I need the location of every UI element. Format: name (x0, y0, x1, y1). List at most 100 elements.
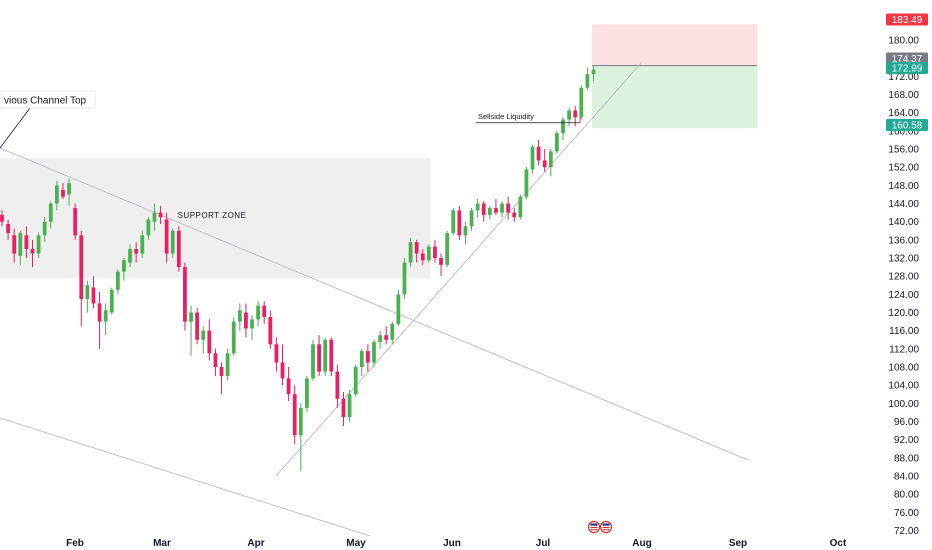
candle (548, 149, 553, 177)
candle (323, 337, 328, 377)
candle (408, 237, 413, 268)
candle (359, 348, 364, 377)
y-tick-label: 164.00 (888, 108, 919, 119)
y-tick-label: 156.00 (888, 145, 919, 156)
candle (54, 180, 59, 211)
x-tick-label: Oct (830, 538, 847, 549)
y-tick-label: 144.00 (888, 199, 919, 210)
candle (530, 144, 535, 175)
candle (317, 335, 321, 377)
y-tick-label: 112.00 (889, 344, 919, 355)
candle (311, 339, 315, 381)
candle (91, 276, 96, 308)
candle (207, 319, 212, 361)
candle (213, 348, 218, 377)
candle (85, 280, 90, 313)
x-tick-label: Sep (729, 538, 747, 549)
x-tick-label: Jun (443, 538, 461, 549)
us-flag-icon[interactable] (587, 520, 613, 534)
x-tick-label: Jul (536, 538, 551, 549)
candle (183, 262, 187, 331)
candle (579, 85, 584, 120)
candle (591, 65, 596, 81)
candle (420, 248, 425, 265)
support-zone-label: SUPPORT ZONE (178, 211, 247, 220)
candle (463, 221, 468, 245)
candle (341, 391, 346, 427)
candle (42, 217, 47, 243)
x-tick-label: May (346, 538, 366, 549)
candle (573, 105, 578, 127)
candle (256, 301, 261, 327)
candle (103, 303, 108, 336)
candle (140, 230, 145, 259)
channel-top-line (0, 147, 749, 461)
y-tick-label: 140.00 (888, 217, 919, 228)
candle (231, 317, 236, 356)
candle (390, 321, 395, 345)
candle (457, 205, 462, 240)
x-tick-label: Mar (153, 538, 171, 549)
y-tick-label: 104.00 (888, 381, 919, 392)
candle (445, 230, 450, 268)
candle (36, 233, 41, 259)
candle (152, 203, 157, 231)
svg-text:174.37: 174.37 (892, 54, 923, 65)
y-tick-label: 152.00 (888, 163, 919, 174)
take-profit-zone (592, 65, 757, 129)
candle (18, 230, 23, 265)
y-tick-label: 80.00 (894, 490, 919, 501)
candle (225, 348, 230, 381)
y-tick-label: 168.00 (888, 90, 919, 101)
y-tick-label: 132.00 (888, 254, 919, 265)
candle (561, 117, 565, 140)
candle (48, 201, 53, 229)
y-tick-label: 88.00 (894, 453, 919, 464)
candle (475, 199, 480, 218)
candle (487, 205, 492, 220)
x-tick-label: Feb (66, 538, 84, 549)
candle (67, 178, 71, 206)
y-tick-label: 96.00 (894, 417, 919, 428)
candle (433, 239, 437, 263)
candle (219, 362, 224, 395)
y-tick-label: 180.00 (888, 36, 919, 47)
candle (274, 337, 279, 372)
candle (12, 228, 17, 263)
candle (195, 307, 200, 345)
candle (244, 303, 248, 338)
candle (146, 217, 151, 240)
candle (402, 258, 407, 299)
candle (506, 196, 511, 220)
x-tick-label: Aug (632, 538, 651, 549)
candle (426, 244, 431, 263)
candle (176, 226, 181, 272)
candle (6, 219, 10, 240)
price-badge: 183.49 (886, 13, 928, 26)
price-badge: 160.58 (886, 119, 928, 132)
channel-top-label: vious Channel Top (4, 96, 87, 107)
y-tick-label: 148.00 (888, 181, 919, 192)
candle (305, 376, 309, 413)
candle (335, 364, 340, 408)
candle (115, 269, 120, 295)
svg-text:160.58: 160.58 (892, 121, 923, 132)
candle (365, 344, 370, 372)
candle (250, 314, 254, 340)
candle (469, 208, 474, 231)
candle (286, 367, 291, 402)
candle (396, 289, 401, 327)
y-tick-label: 172.00 (888, 72, 919, 83)
y-tick-label: 84.00 (894, 472, 919, 483)
x-tick-label: Apr (247, 538, 264, 549)
candle (24, 226, 29, 259)
channel-top-pointer (0, 107, 31, 149)
candle (30, 239, 35, 268)
y-tick-label: 76.00 (894, 508, 919, 519)
candle (585, 67, 590, 91)
candle (329, 337, 334, 377)
candle (494, 199, 498, 215)
candle (378, 330, 382, 349)
svg-text:183.49: 183.49 (892, 15, 923, 26)
